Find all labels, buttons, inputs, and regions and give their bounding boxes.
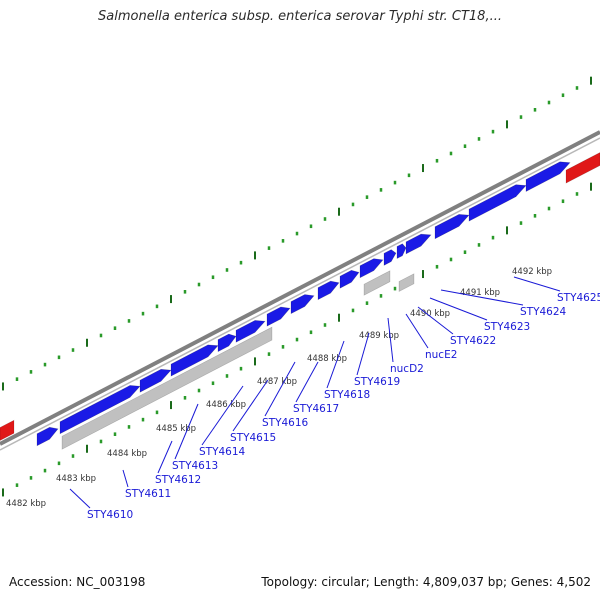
cds-feature[interactable] — [235, 320, 266, 343]
gene-leader-line — [69, 488, 91, 509]
genome-summary: Topology: circular; Length: 4,809,037 bp… — [261, 575, 591, 589]
gene-label[interactable]: STY4610 — [87, 509, 133, 521]
cds-feature[interactable] — [405, 233, 432, 255]
gene-label[interactable]: STY4619 — [354, 376, 400, 388]
cds-feature[interactable] — [290, 294, 315, 315]
kbp-marker-label: 4482 kbp — [6, 499, 46, 509]
kbp-marker-label: 4489 kbp — [359, 331, 399, 341]
rna-feature[interactable] — [363, 270, 391, 296]
gene-leader-line — [295, 361, 319, 403]
kbp-marker-label: 4485 kbp — [156, 424, 196, 434]
cds-feature[interactable] — [339, 269, 360, 289]
kbp-marker-label: 4491 kbp — [460, 288, 500, 298]
gene-leader-line — [429, 297, 488, 321]
cds-feature[interactable] — [525, 161, 571, 192]
backbone-line — [0, 130, 600, 446]
highlight-feature[interactable] — [565, 152, 600, 184]
kbp-marker-label: 4483 kbp — [56, 474, 96, 484]
cds-feature[interactable] — [383, 249, 397, 266]
gene-label[interactable]: STY4618 — [324, 389, 370, 401]
gene-label[interactable]: STY4616 — [262, 417, 309, 429]
gene-label[interactable]: STY4611 — [125, 488, 171, 500]
gene-label[interactable]: STY4612 — [155, 474, 201, 486]
cds-feature[interactable] — [317, 280, 340, 301]
cds-feature[interactable] — [359, 258, 384, 279]
gene-leader-line — [440, 289, 524, 306]
cds-feature[interactable] — [266, 306, 291, 327]
gene-label[interactable]: nucD2 — [390, 363, 424, 375]
gene-leader-line — [405, 313, 429, 349]
gene-label[interactable]: STY4622 — [450, 335, 496, 347]
kbp-marker-label: 4484 kbp — [107, 449, 147, 459]
cds-feature[interactable] — [59, 385, 141, 435]
gene-leader-line — [122, 469, 129, 488]
cds-feature[interactable] — [36, 426, 59, 447]
cds-feature[interactable] — [396, 243, 407, 260]
kbp-marker-label: 4492 kbp — [512, 267, 552, 277]
gene-label[interactable]: nucE2 — [425, 349, 457, 361]
rna-feature[interactable] — [398, 273, 415, 293]
gene-label[interactable]: STY4625 — [557, 292, 600, 304]
cds-feature[interactable] — [217, 333, 237, 353]
gene-label[interactable]: STY4623 — [484, 321, 530, 333]
gene-label[interactable]: STY4613 — [172, 460, 218, 472]
rna-feature[interactable] — [61, 326, 273, 450]
gene-leader-line — [356, 332, 370, 376]
cds-feature[interactable] — [170, 344, 219, 377]
gene-label[interactable]: STY4617 — [293, 403, 339, 415]
gene-label[interactable]: STY4615 — [230, 432, 276, 444]
kbp-marker-label: 4487 kbp — [257, 377, 297, 387]
gene-leader-line — [513, 276, 561, 292]
gene-leader-line — [174, 403, 199, 460]
cds-feature[interactable] — [139, 368, 172, 393]
gene-leader-line — [326, 340, 345, 389]
gene-leader-line — [201, 385, 244, 446]
cds-feature[interactable] — [468, 184, 527, 222]
gene-leader-line — [232, 379, 269, 432]
gene-leader-line — [157, 440, 173, 474]
kbp-marker-label: 4486 kbp — [206, 400, 246, 410]
gene-label[interactable]: STY4614 — [199, 446, 246, 458]
gene-leader-line — [387, 317, 394, 363]
gene-label[interactable]: STY4624 — [520, 306, 567, 318]
backbone-shadow — [0, 137, 600, 451]
cds-feature[interactable] — [434, 214, 470, 240]
kbp-marker-label: 4488 kbp — [307, 354, 347, 364]
accession-label: Accession: NC_003198 — [9, 575, 146, 589]
map-title: Salmonella enterica subsp. enterica sero… — [98, 9, 502, 24]
highlight-feature[interactable] — [0, 419, 15, 441]
gene-leader-line — [417, 306, 454, 335]
gene-leader-line — [264, 361, 296, 417]
kbp-marker-label: 4490 kbp — [410, 309, 450, 319]
